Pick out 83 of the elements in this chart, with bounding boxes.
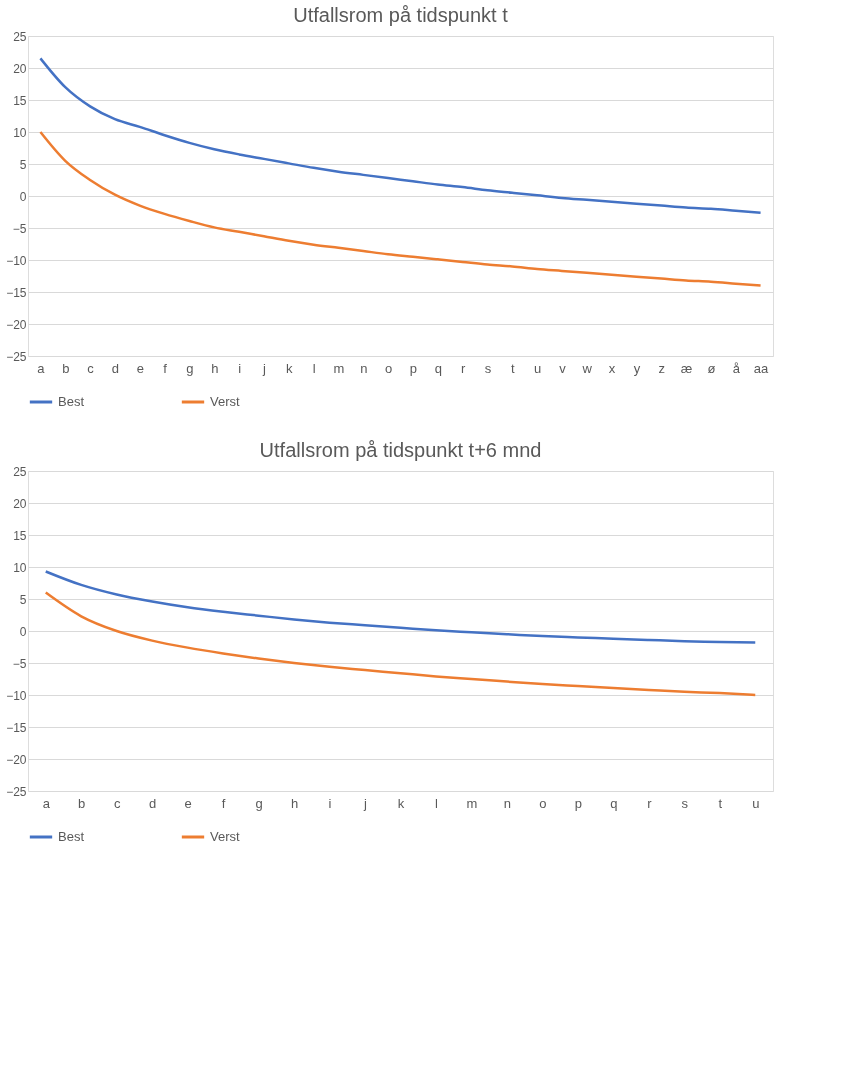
x-tick-label: å (732, 360, 741, 376)
x-tick-label: x (608, 360, 616, 376)
y-tick-label: −10 (6, 688, 27, 703)
x-tick-label: c (113, 795, 121, 811)
x-tick-label: r (647, 795, 653, 811)
legend-label: Verst (210, 394, 241, 409)
x-tick-label: d (149, 795, 157, 811)
x-tick-label: ø (707, 360, 716, 376)
x-tick-label: a (37, 360, 46, 376)
x-tick-label: f (163, 360, 168, 376)
x-tick-label: i (238, 360, 242, 376)
y-tick-label: −15 (6, 720, 27, 735)
chart-title: Utfallsrom på tidspunkt t (293, 4, 509, 26)
x-tick-label: aa (753, 360, 770, 376)
y-tick-label: 5 (19, 157, 27, 172)
x-tick-label: q (610, 795, 618, 811)
x-tick-label: g (186, 360, 194, 376)
y-tick-label: −20 (6, 317, 27, 332)
x-tick-label: s (484, 360, 492, 376)
x-tick-label: o (384, 360, 393, 376)
legend-label: Best (58, 394, 85, 409)
x-tick-label: l (435, 795, 439, 811)
x-tick-label: h (290, 795, 299, 811)
y-tick-label: 0 (19, 189, 27, 204)
y-tick-label: 10 (13, 125, 27, 140)
x-tick-label: j (261, 360, 266, 376)
x-tick-label: p (574, 795, 582, 811)
x-tick-label: b (62, 360, 70, 376)
y-tick-label: 15 (13, 93, 27, 108)
x-tick-label: r (460, 360, 466, 376)
x-tick-label: k (286, 360, 293, 376)
x-tick-label: o (539, 795, 547, 811)
y-tick-label: −5 (12, 221, 27, 236)
line-series (44, 570, 757, 644)
y-tick-label: 5 (19, 592, 27, 607)
x-tick-label: w (581, 360, 593, 376)
x-tick-label: g (255, 795, 263, 811)
x-tick-label: t (510, 360, 515, 376)
x-tick-label: q (434, 360, 442, 376)
x-tick-label: s (681, 795, 689, 811)
y-tick-label: 15 (13, 528, 27, 543)
y-tick-label: −25 (6, 349, 27, 364)
y-tick-label: 25 (13, 29, 27, 44)
x-tick-label: e (136, 360, 144, 376)
y-tick-label: −10 (6, 253, 27, 268)
x-tick-label: i (328, 795, 332, 811)
x-tick-label: n (360, 360, 368, 376)
x-tick-label: u (533, 360, 542, 376)
x-tick-label: b (78, 795, 86, 811)
y-tick-label: 20 (13, 61, 27, 76)
x-tick-label: k (397, 795, 405, 811)
x-tick-label: y (633, 360, 641, 376)
x-tick-label: e (184, 795, 192, 811)
x-tick-label: j (363, 795, 368, 811)
x-tick-label: æ (680, 360, 693, 376)
legend-label: Best (58, 829, 85, 844)
y-tick-label: 25 (13, 464, 27, 479)
legend-label: Verst (210, 829, 241, 844)
x-tick-label: d (111, 360, 120, 376)
y-tick-label: 0 (19, 624, 27, 639)
chart-title: Utfallsrom på tidspunkt t+6 mnd (259, 439, 542, 461)
x-tick-label: l (312, 360, 316, 376)
line-series (39, 57, 762, 214)
y-tick-label: −5 (12, 656, 27, 671)
line-series (39, 130, 762, 287)
x-tick-label: c (87, 360, 95, 376)
x-tick-label: m (333, 360, 345, 376)
x-tick-label: f (221, 795, 226, 811)
y-tick-label: 20 (13, 496, 27, 511)
x-tick-label: u (752, 795, 760, 811)
x-tick-label: t (718, 795, 723, 811)
x-tick-label: p (409, 360, 418, 376)
x-tick-label: n (503, 795, 512, 811)
y-tick-label: 10 (13, 560, 27, 575)
x-tick-label: a (42, 795, 51, 811)
line-series (44, 591, 757, 697)
x-tick-label: h (211, 360, 219, 376)
y-tick-label: −15 (6, 285, 27, 300)
y-tick-label: −20 (6, 752, 27, 767)
x-tick-label: v (559, 360, 567, 376)
y-tick-label: −25 (6, 784, 27, 799)
x-tick-label: z (658, 360, 665, 376)
x-tick-label: m (466, 795, 478, 811)
